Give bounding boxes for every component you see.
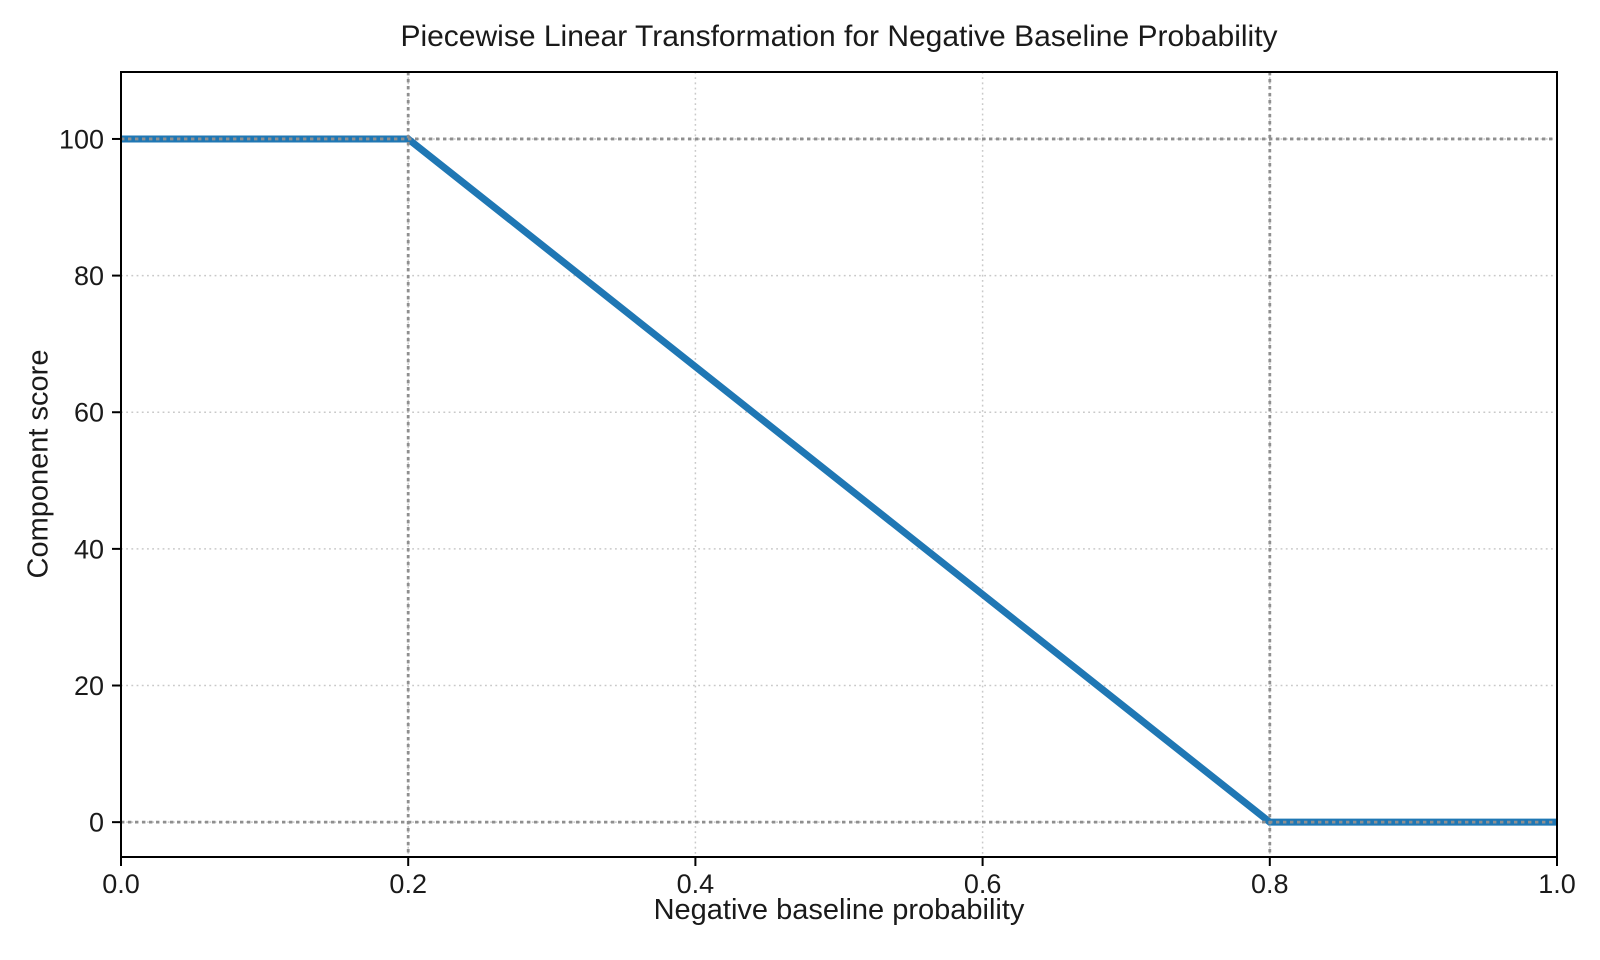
x-tick-label: 0.2 (389, 869, 427, 899)
y-tick-label: 20 (74, 671, 104, 701)
x-tick-label: 0.0 (102, 869, 140, 899)
plot-border (120, 71, 1558, 858)
y-tick-label: 40 (74, 534, 104, 564)
x-axis-label: Negative baseline probability (653, 894, 1025, 926)
x-tick-label: 0.6 (964, 869, 1002, 899)
x-tick-label: 1.0 (1538, 869, 1576, 899)
y-tick-label: 100 (59, 124, 104, 154)
y-tick-label: 0 (89, 808, 104, 838)
x-tick-label: 0.4 (677, 869, 715, 899)
x-tick-label: 0.8 (1251, 869, 1289, 899)
series-line (121, 135, 1557, 826)
y-tick-label: 80 (74, 261, 104, 291)
y-axis-label: Component score (22, 349, 55, 579)
plot-area (121, 72, 1557, 857)
chart-title: Piecewise Linear Transformation for Nega… (400, 20, 1278, 53)
y-tick-label: 60 (74, 398, 104, 428)
